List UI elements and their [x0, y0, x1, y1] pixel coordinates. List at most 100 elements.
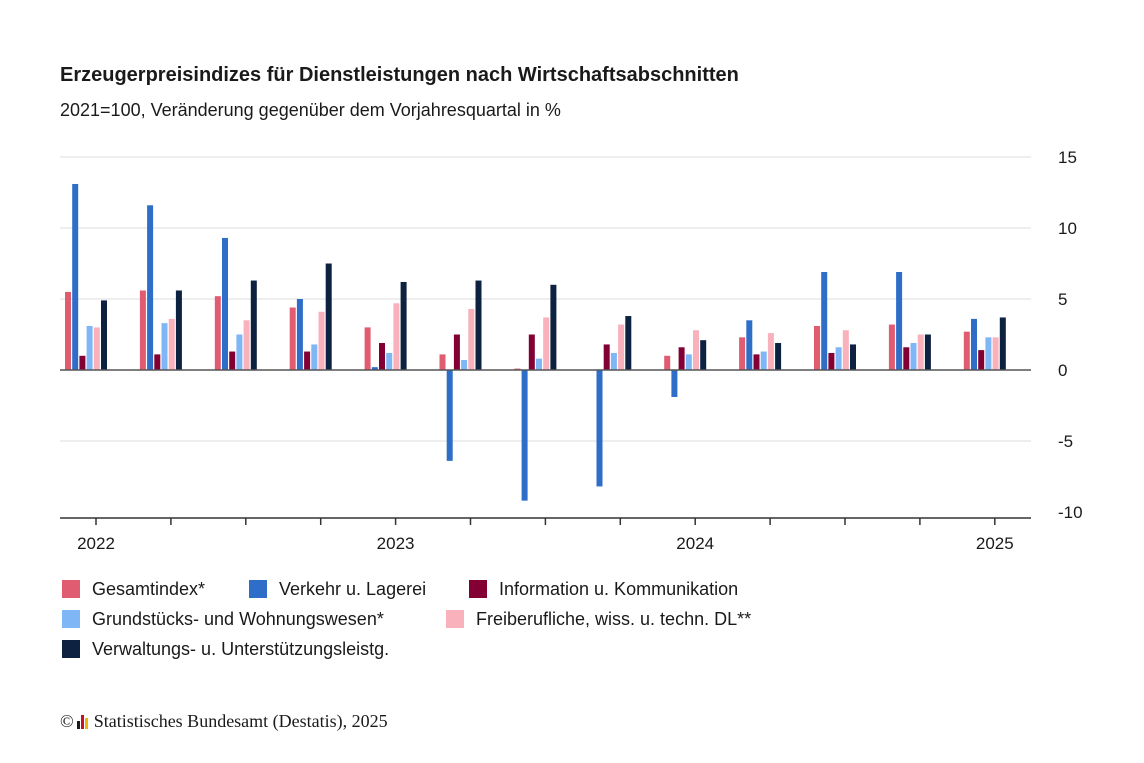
bar	[767, 333, 774, 370]
bar	[175, 290, 182, 370]
bar	[379, 343, 385, 370]
bar	[446, 370, 453, 461]
bar	[835, 347, 842, 370]
source-footer: © Statistisches Bundesamt (Destatis), 20…	[60, 711, 388, 732]
x-tick-label: 2023	[377, 534, 415, 553]
bar	[400, 281, 407, 370]
bar	[992, 337, 999, 370]
bars	[65, 183, 1006, 501]
bar	[924, 334, 931, 370]
legend-label: Verkehr u. Lagerei	[279, 578, 427, 599]
legend-item-information: Information u. Kommunikation	[469, 579, 738, 600]
legend-label: Freiberufliche, wiss. u. techn. DL**	[476, 608, 752, 629]
bar	[311, 344, 318, 370]
bar	[393, 303, 400, 370]
legend-item-gesamtindex: Gesamtindex*	[62, 579, 249, 600]
grid-lines	[60, 156, 1031, 442]
bar	[243, 320, 250, 370]
bar	[296, 299, 303, 370]
bar	[214, 296, 221, 370]
legend-swatch	[62, 580, 80, 598]
bar	[521, 370, 528, 501]
bar	[289, 307, 296, 370]
bar	[528, 334, 535, 370]
bar	[746, 320, 753, 370]
bar	[236, 334, 243, 370]
bar	[161, 323, 168, 370]
bar	[461, 360, 468, 370]
bar	[610, 352, 617, 370]
y-tick-label: 0	[1058, 361, 1067, 380]
bar	[439, 354, 446, 370]
legend-label: Gesamtindex*	[92, 578, 206, 599]
bar	[700, 340, 707, 370]
legend-label: Verwaltungs- u. Unterstützungsleistg.	[92, 638, 390, 659]
bar	[896, 272, 903, 370]
x-tick-label: 2024	[676, 534, 714, 553]
bar	[678, 347, 685, 370]
bar	[625, 316, 632, 370]
legend-item-verwaltung: Verwaltungs- u. Unterstützungsleistg.	[62, 639, 389, 660]
bar	[550, 284, 557, 370]
bar	[888, 324, 895, 370]
bar	[828, 352, 835, 370]
bar	[753, 354, 760, 370]
bar	[842, 330, 849, 370]
legend-swatch	[469, 580, 487, 598]
bar	[603, 344, 610, 370]
legend-swatch	[249, 580, 267, 598]
bar	[971, 318, 977, 370]
bar	[978, 350, 985, 370]
bar	[475, 280, 482, 370]
bar	[386, 352, 393, 370]
chart-subtitle: 2021=100, Veränderung gegenüber dem Vorj…	[60, 100, 561, 120]
bar	[154, 354, 161, 370]
legend-item-verkehr: Verkehr u. Lagerei	[249, 579, 469, 600]
bar	[147, 205, 154, 370]
bar	[364, 327, 371, 370]
bar	[596, 370, 603, 487]
bar	[693, 330, 699, 370]
bar	[618, 324, 625, 370]
bar	[65, 291, 71, 370]
x-tick-label: 2022	[77, 534, 115, 553]
bar	[760, 351, 767, 370]
source-text: Statistisches Bundesamt (Destatis), 2025	[93, 711, 388, 731]
bar	[685, 354, 692, 370]
bar	[543, 317, 550, 370]
bar	[79, 355, 86, 370]
bar	[101, 300, 107, 370]
bar	[917, 334, 924, 370]
copyright-symbol: ©	[60, 711, 74, 731]
bar	[371, 367, 378, 370]
destatis-logo-icon	[76, 714, 89, 729]
legend-label: Information u. Kommunikation	[499, 578, 739, 599]
bar	[850, 344, 856, 370]
bar	[318, 311, 325, 370]
bar	[999, 317, 1006, 370]
bar	[910, 343, 917, 370]
legend-swatch	[62, 610, 80, 628]
bar	[222, 237, 228, 370]
bar	[325, 263, 332, 370]
bar	[168, 318, 175, 370]
legend-swatch	[446, 610, 464, 628]
legend-item-grundstuecke: Grundstücks- und Wohnungswesen*	[62, 609, 446, 630]
bar	[536, 358, 542, 370]
legend-item-freiberufliche: Freiberufliche, wiss. u. techn. DL**	[446, 609, 751, 630]
bar	[739, 337, 746, 370]
bar	[72, 183, 79, 370]
bar	[814, 325, 820, 370]
bar	[821, 272, 828, 370]
bar	[453, 334, 460, 370]
bar	[985, 337, 992, 370]
bar	[229, 351, 236, 370]
x-tick-label: 2025	[976, 534, 1014, 553]
y-tick-label: -5	[1058, 432, 1073, 451]
y-tick-label: -10	[1058, 503, 1083, 522]
axes: 15 10 5 0 -5 -10 2022 2023 2024 2025	[60, 148, 1083, 553]
bar	[664, 355, 671, 370]
bar	[93, 327, 100, 370]
y-tick-label: 10	[1058, 219, 1077, 238]
